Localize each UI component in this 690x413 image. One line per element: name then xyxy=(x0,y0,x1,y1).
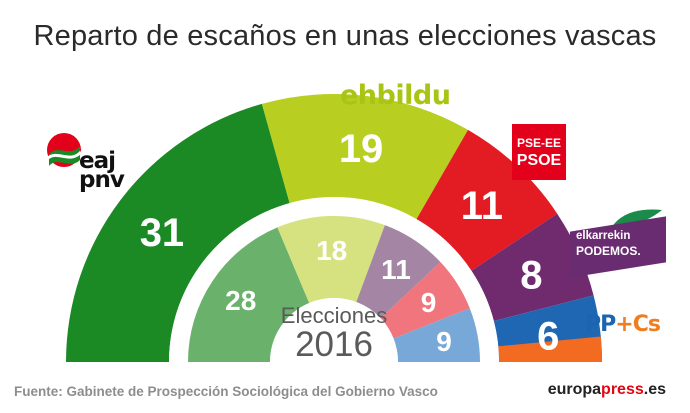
inner-segment-pse-ee-psoe xyxy=(380,262,470,339)
elkarrekin-logo-line2: PODEMOS. xyxy=(576,244,641,258)
ehbildu-logo: ehbildu xyxy=(340,80,451,111)
center-hole xyxy=(270,298,398,362)
elkarrekin-podemos-logo: elkarrekin PODEMOS. xyxy=(570,206,666,278)
pnv-emblem-icon xyxy=(47,133,83,167)
inner-segment-eaj-pnv xyxy=(187,227,310,362)
pnv-logo-line1: eaj xyxy=(79,148,116,174)
eaj-pnv-logo: eaj pnv xyxy=(44,128,144,202)
pse-psoe-logo: PSE-EE PSOE xyxy=(512,124,566,180)
inner-segment-eh-bildu xyxy=(277,216,385,304)
separator-ring xyxy=(169,197,499,362)
center-label-elecciones: Elecciones xyxy=(281,303,387,328)
brand-part1: europa xyxy=(547,381,602,398)
outer-label-eh-bildu: 19 xyxy=(339,127,384,171)
plus-logo-text: + xyxy=(615,312,633,337)
outer-label-pse-ee-psoe: 11 xyxy=(461,184,503,228)
outer-label-pp-cs: 6 xyxy=(537,314,559,358)
inner-label-eaj-pnv: 28 xyxy=(225,285,256,316)
outer-segment-pse-ee-psoe xyxy=(416,129,558,271)
europapress-brand: europapress.es xyxy=(548,381,666,399)
inner-label-pse-ee-psoe: 9 xyxy=(421,287,437,318)
inner-segment-pp xyxy=(393,308,480,362)
outer-label-eaj-pnv: 31 xyxy=(140,211,185,255)
outer-segment-eaj-pnv xyxy=(66,103,290,362)
inner-label-elkarrekin-podemos: 11 xyxy=(381,254,411,285)
chart-title: Reparto de escaños en unas elecciones va… xyxy=(33,20,657,52)
seat-labels: 31 19 11 8 6 28 18 11 9 9 xyxy=(140,127,560,358)
pp-logo-text: PP xyxy=(585,312,616,337)
pnv-logo-line2: pnv xyxy=(79,167,125,193)
psoe-logo-line2: PSOE xyxy=(516,152,562,169)
elkarrekin-logo-line1: elkarrekin xyxy=(576,230,631,242)
inner-segment-elkarrekin-podemos xyxy=(356,225,441,319)
outer-segment-eh-bildu xyxy=(261,93,468,220)
source-note: Fuente: Gabinete de Prospección Sociológ… xyxy=(14,384,438,399)
outer-ring-2020 xyxy=(66,93,602,362)
inner-label-eh-bildu: 18 xyxy=(316,235,347,266)
psoe-logo-line1: PSE-EE xyxy=(516,136,561,150)
brand-part2: press xyxy=(601,381,644,398)
separator-band xyxy=(169,197,499,362)
cs-logo-text: Cs xyxy=(632,312,661,337)
inner-ring-2016 xyxy=(187,216,480,362)
ehbildu-logo-text: ehbildu xyxy=(340,80,451,111)
outer-segment-elkarrekin-podemos xyxy=(471,213,594,321)
center-label-year: 2016 xyxy=(295,325,373,364)
brand-part3: .es xyxy=(643,381,666,398)
outer-segment-cs-share xyxy=(498,336,602,362)
pp-cs-logo: PP+Cs xyxy=(585,312,675,346)
outer-label-elkarrekin-podemos: 8 xyxy=(520,254,542,298)
inner-label-pp: 9 xyxy=(436,326,452,357)
